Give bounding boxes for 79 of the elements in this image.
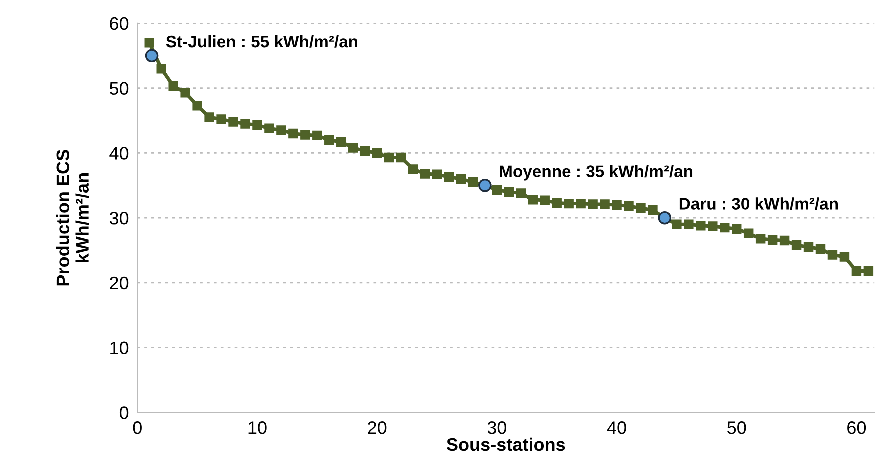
point (336, 137, 346, 148)
point (744, 228, 754, 239)
y-tick-label: 50 (110, 82, 129, 96)
point (516, 188, 526, 198)
x-tick-label: 30 (488, 422, 507, 434)
x-tick-label: 50 (728, 422, 746, 434)
point (252, 120, 262, 130)
point (216, 114, 226, 124)
point (360, 146, 370, 156)
point (156, 64, 166, 74)
point (732, 224, 742, 234)
point (576, 198, 586, 209)
x-axis-title: Sous-stations (446, 438, 566, 452)
y-tick-label: 0 (120, 406, 129, 420)
point (804, 242, 814, 252)
x-tick-label: 40 (607, 422, 626, 434)
point (324, 135, 334, 146)
point (276, 126, 286, 136)
point (180, 88, 190, 98)
point (672, 220, 682, 230)
y-tick-label: 30 (110, 212, 129, 225)
annotation: Moyenne : 35 kWh/m²/an (500, 165, 693, 181)
point (192, 100, 202, 111)
point (840, 252, 850, 262)
point (684, 220, 694, 230)
point (624, 202, 634, 212)
point (792, 240, 802, 250)
annotation: Daru : 30 kWh/m²/an (680, 198, 838, 210)
x-tick-label: 0 (133, 422, 142, 434)
point (228, 117, 238, 127)
point (696, 221, 706, 231)
point (144, 38, 154, 48)
point (864, 266, 874, 276)
point (540, 196, 550, 206)
point (816, 244, 826, 254)
point (528, 195, 538, 205)
point (780, 236, 790, 246)
y-tick-label: 20 (110, 276, 129, 290)
point (492, 185, 502, 196)
point (756, 234, 766, 244)
x-tick-label: 60 (848, 422, 866, 434)
point (444, 172, 454, 182)
point (432, 170, 442, 180)
point (708, 222, 718, 232)
point (396, 152, 406, 163)
point (168, 82, 178, 92)
point (420, 169, 430, 179)
point (588, 200, 598, 210)
point (852, 266, 862, 276)
point (504, 187, 514, 197)
point (612, 200, 622, 210)
annotation: St-Julien : 55 kWh/m²/an (166, 35, 358, 48)
point (372, 148, 382, 158)
y-axis-title: Production ECS kWh/m²/an (56, 150, 90, 286)
x-tick-label: 20 (368, 422, 387, 434)
point (300, 130, 310, 140)
point (828, 250, 838, 260)
point (288, 128, 298, 139)
point (348, 143, 358, 153)
y-tick-label: 40 (110, 147, 129, 160)
y-tick-label: 10 (110, 342, 129, 355)
point (384, 152, 394, 163)
point (636, 203, 646, 214)
point (648, 205, 658, 216)
point (312, 130, 322, 141)
point (768, 235, 778, 246)
point (564, 198, 574, 209)
point (552, 198, 562, 208)
point (600, 200, 610, 210)
point (240, 119, 250, 129)
y-tick-label: 60 (110, 17, 129, 30)
point (468, 178, 478, 188)
point (456, 174, 466, 184)
point (204, 112, 214, 122)
point (264, 124, 274, 134)
point (145, 49, 159, 63)
point (408, 164, 418, 174)
x-tick-label: 10 (248, 422, 267, 434)
point (720, 222, 730, 233)
